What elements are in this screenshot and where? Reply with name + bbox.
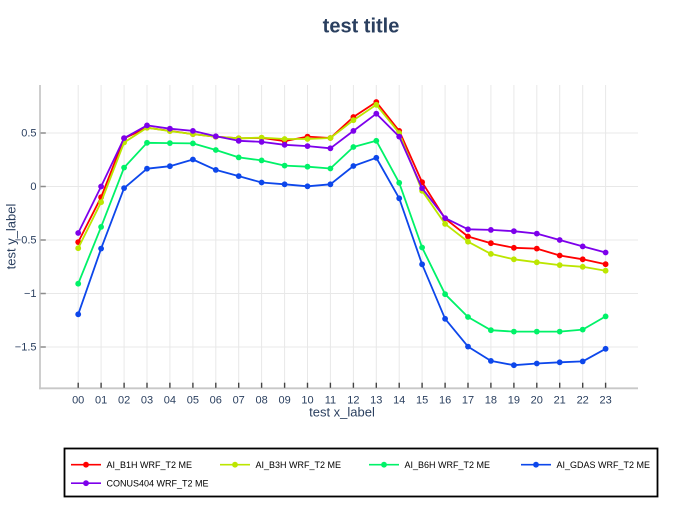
svg-text:13: 13 <box>370 394 382 406</box>
svg-text:10: 10 <box>301 394 313 406</box>
svg-text:22: 22 <box>577 394 589 406</box>
svg-text:AI_B6H WRF_T2 ME: AI_B6H WRF_T2 ME <box>405 460 491 470</box>
svg-text:21: 21 <box>554 394 566 406</box>
svg-text:test x_label: test x_label <box>309 405 375 420</box>
svg-text:18: 18 <box>485 394 497 406</box>
svg-text:AI_GDAS WRF_T2 ME: AI_GDAS WRF_T2 ME <box>557 460 651 470</box>
svg-text:11: 11 <box>325 394 336 406</box>
svg-text:test y_label: test y_label <box>4 204 19 270</box>
svg-text:20: 20 <box>531 394 543 406</box>
svg-text:0: 0 <box>30 181 36 193</box>
svg-text:−1.5: −1.5 <box>15 342 37 354</box>
svg-text:09: 09 <box>278 394 290 406</box>
svg-text:07: 07 <box>233 394 245 406</box>
svg-text:CONUS404 WRF_T2 ME: CONUS404 WRF_T2 ME <box>107 478 209 488</box>
svg-text:12: 12 <box>347 394 359 406</box>
svg-text:19: 19 <box>508 394 520 406</box>
svg-text:AI_B3H WRF_T2 ME: AI_B3H WRF_T2 ME <box>256 460 342 470</box>
svg-text:−1: −1 <box>24 288 37 300</box>
svg-text:05: 05 <box>187 394 199 406</box>
svg-text:03: 03 <box>141 394 153 406</box>
svg-text:AI_B1H WRF_T2 ME: AI_B1H WRF_T2 ME <box>107 460 193 470</box>
svg-text:00: 00 <box>72 394 84 406</box>
svg-text:23: 23 <box>599 394 611 406</box>
svg-text:14: 14 <box>393 394 405 406</box>
svg-text:04: 04 <box>164 394 176 406</box>
svg-text:08: 08 <box>255 394 267 406</box>
svg-text:01: 01 <box>95 394 107 406</box>
svg-text:test title: test title <box>323 15 400 37</box>
svg-text:06: 06 <box>210 394 222 406</box>
svg-text:02: 02 <box>118 394 130 406</box>
svg-text:16: 16 <box>439 394 451 406</box>
svg-text:15: 15 <box>416 394 428 406</box>
svg-text:−0.5: −0.5 <box>15 235 37 247</box>
svg-text:0.5: 0.5 <box>21 128 36 140</box>
svg-text:17: 17 <box>462 394 474 406</box>
